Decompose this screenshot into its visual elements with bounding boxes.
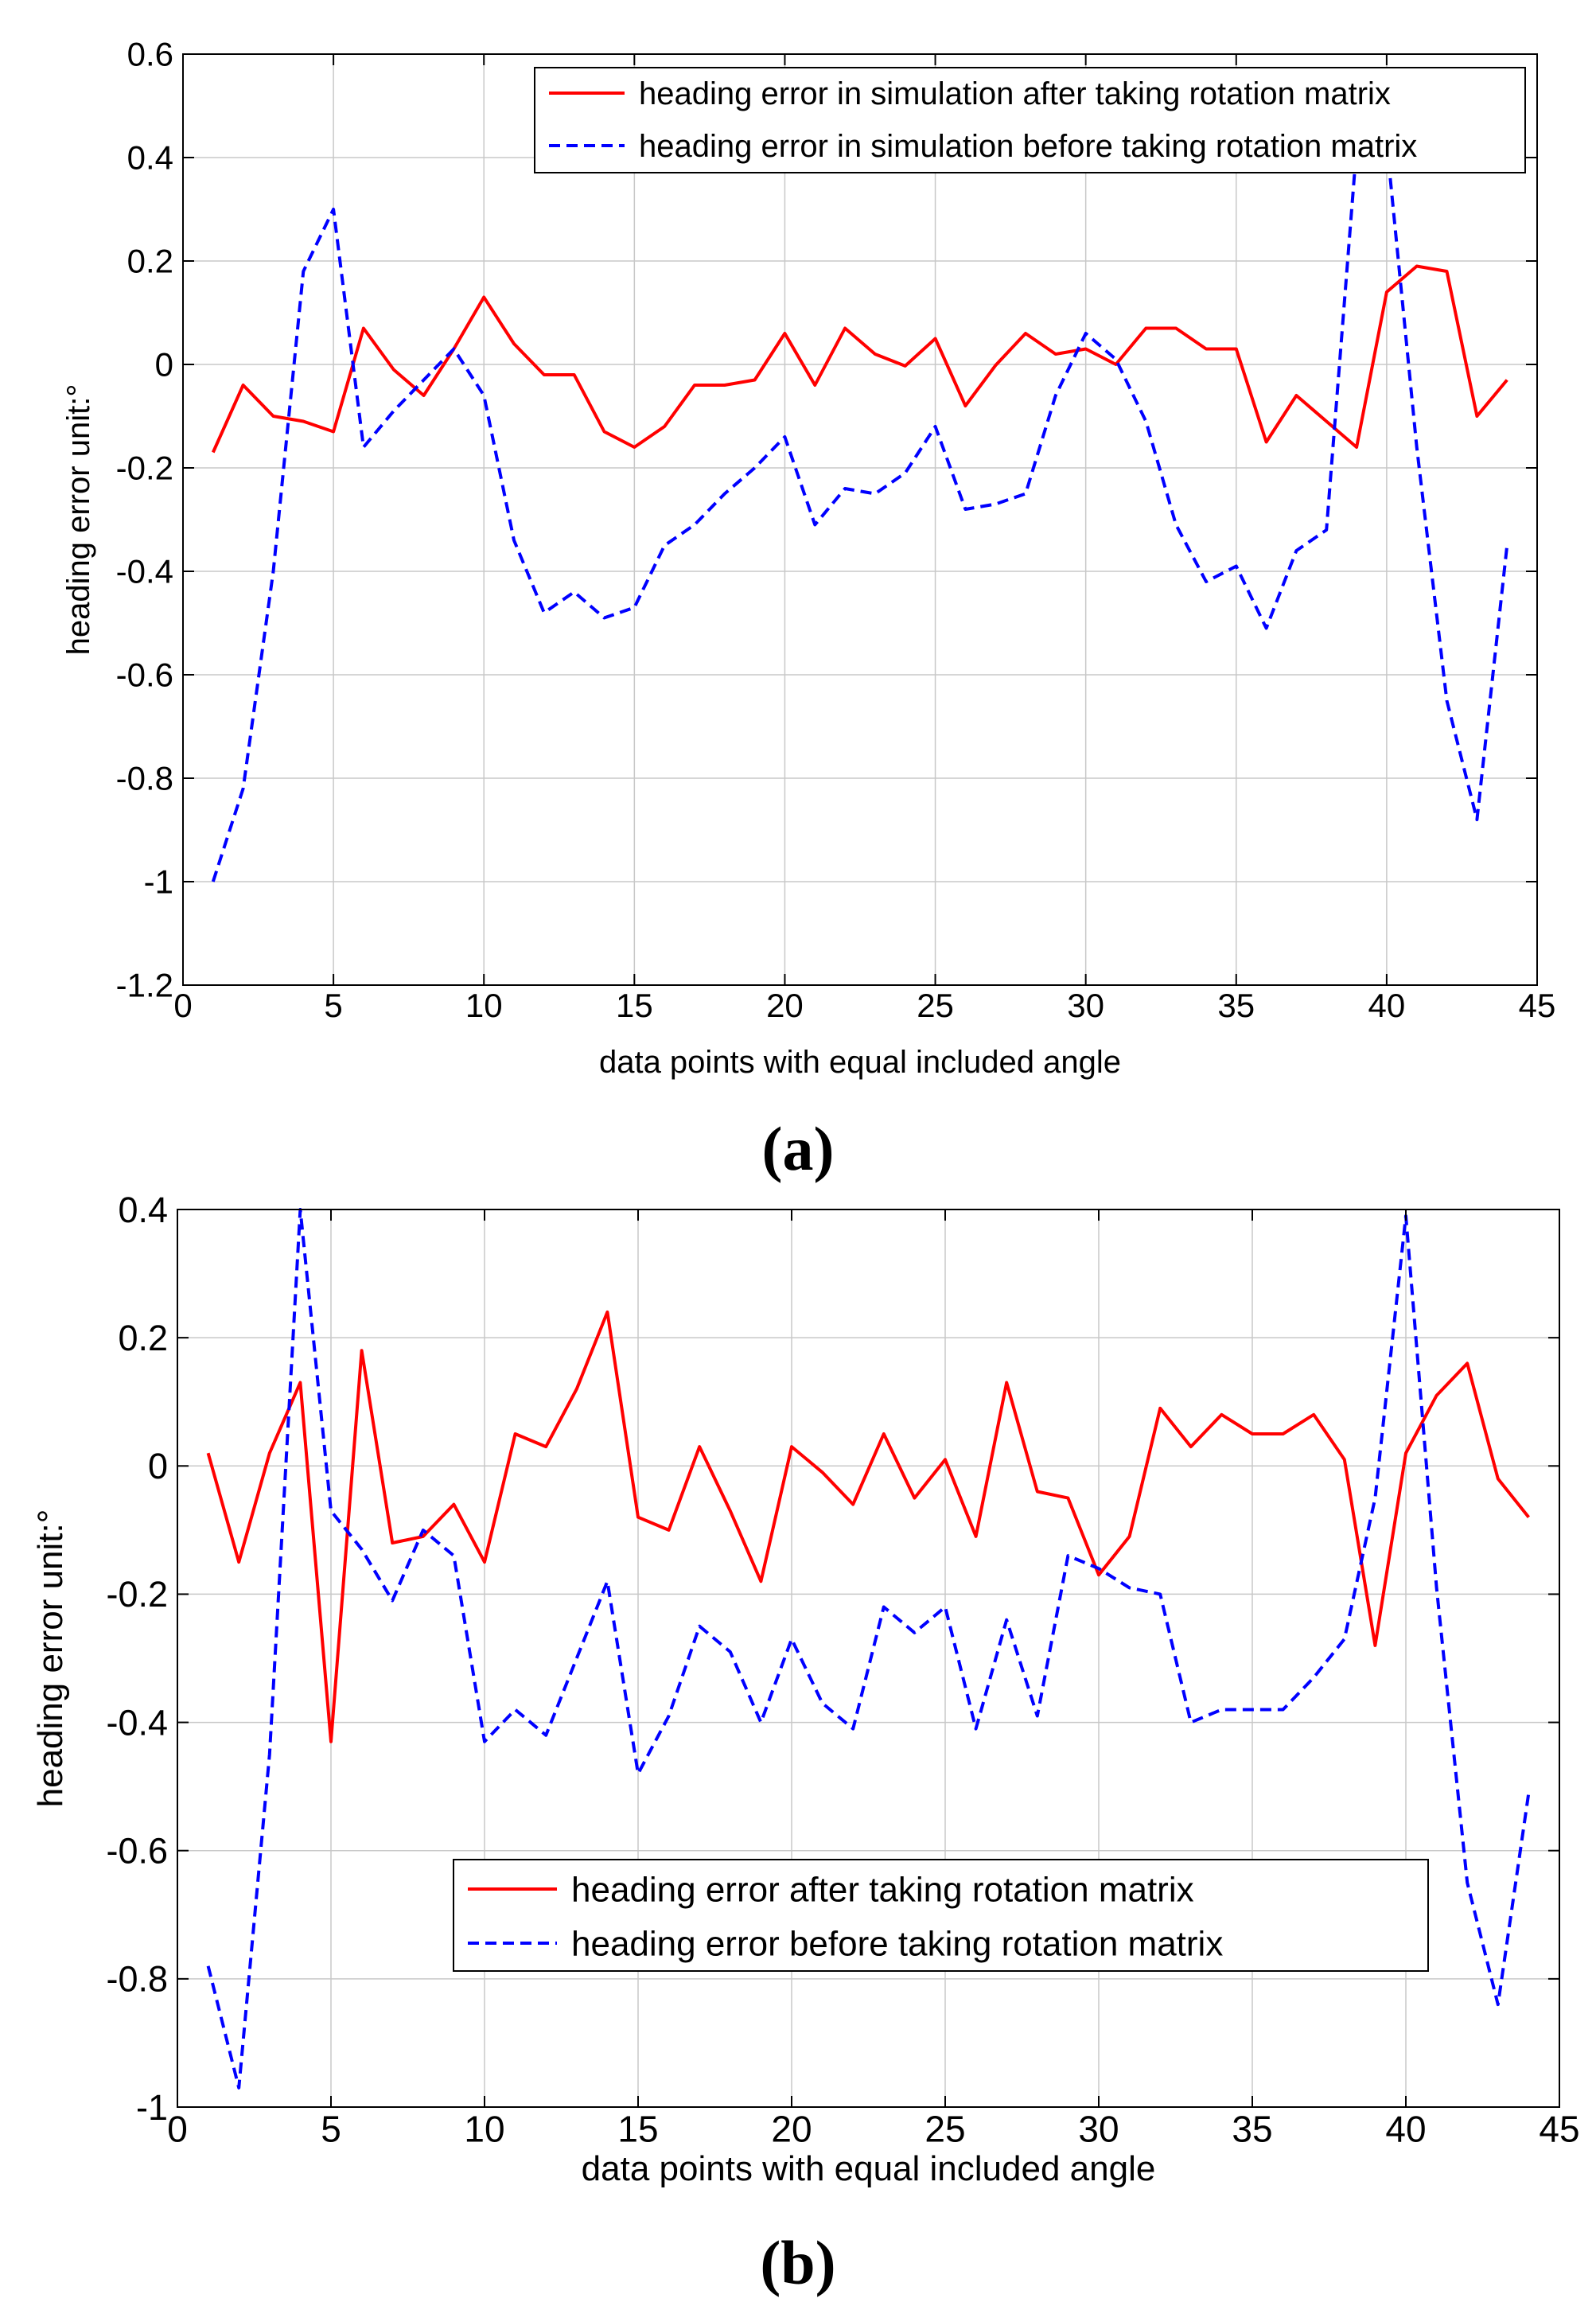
x-tick-label: 40	[1368, 987, 1406, 1024]
plot-frame-a	[182, 53, 1538, 986]
y-tick-label: -0.6	[116, 656, 173, 694]
legend-label-before-b: heading error before taking rotation mat…	[571, 1924, 1223, 1963]
legend-label-before-a: heading error in simulation before takin…	[639, 129, 1417, 164]
y-axis-label-a: heading error unit:°	[61, 384, 96, 656]
x-tick-label: 25	[917, 987, 954, 1024]
x-tick-label: 10	[464, 2109, 504, 2150]
x-tick-label: 5	[321, 2109, 341, 2150]
x-tick-label: 5	[324, 987, 342, 1024]
series-lines-b	[206, 1208, 1531, 2090]
tick-marks-b	[177, 1209, 1560, 2108]
x-tick-label: 20	[766, 987, 804, 1024]
series-line-before	[206, 1208, 1531, 2090]
plot-area-b	[177, 1209, 1559, 2107]
tick-labels-a: 0 5 10 15 20 25 30 35 40 45 -1.2 -1 -0.8 -0.6 -0.4 -0.2…	[116, 36, 1556, 1024]
y-tick-label: 0	[148, 1446, 168, 1486]
y-tick-label: 0	[155, 346, 173, 384]
x-tick-label: 30	[1067, 987, 1104, 1024]
y-tick-label: 0.2	[127, 243, 173, 280]
x-axis-label-b: data points with equal included angle	[582, 2149, 1156, 2188]
y-tick-label: -1	[144, 863, 173, 901]
x-tick-label: 35	[1232, 2109, 1272, 2150]
legend-box-a	[534, 67, 1526, 173]
legend-b: heading error after taking rotation matr…	[453, 1859, 1429, 1972]
y-tick-label: -0.8	[116, 760, 173, 797]
x-tick-label: 0	[167, 2109, 188, 2150]
tick-labels-b: 0 5 10 15 20 25 30 35 40 45 -1 -0.8 -0.6 -0.4 -0.2 0 0.2…	[106, 1190, 1579, 2150]
series-line-before	[211, 140, 1509, 882]
grid-a	[183, 54, 1537, 985]
y-tick-label: 0.2	[118, 1318, 168, 1358]
y-tick-label: 0.4	[118, 1190, 168, 1230]
x-axis-label-a: data points with equal included angle	[599, 1045, 1121, 1080]
y-tick-label: -0.6	[106, 1830, 168, 1871]
x-tick-label: 35	[1217, 987, 1255, 1024]
y-tick-label: -1.2	[116, 967, 173, 1004]
tick-marks-a	[182, 53, 1538, 986]
x-tick-label: 15	[617, 2109, 658, 2150]
y-tick-label: -0.4	[116, 553, 173, 590]
y-tick-label: -0.2	[106, 1574, 168, 1615]
chart-panel-b: 0 5 10 15 20 25 30 35 40 45 -1 -0.8 -0.6 -0.4 -0.2 0 0.2…	[31, 1190, 1580, 2297]
panel-label-b: (b)	[760, 2228, 835, 2297]
x-tick-label: 0	[173, 987, 192, 1024]
series-line-after	[211, 264, 1508, 454]
legend-label-after-b: heading error after taking rotation matr…	[571, 1870, 1194, 1909]
y-tick-label: -0.8	[106, 1959, 168, 2000]
y-tick-label: -0.2	[116, 450, 173, 487]
y-tick-label: -1	[136, 2087, 168, 2128]
plot-area-a	[183, 54, 1537, 985]
y-tick-label: 0.4	[127, 139, 173, 177]
legend-box-b	[453, 1859, 1429, 1972]
x-tick-label: 30	[1078, 2109, 1119, 2150]
series-line-after	[206, 1310, 1530, 1743]
series-lines-a	[211, 140, 1509, 882]
y-tick-label: -0.4	[106, 1702, 168, 1743]
plot-frame-b	[177, 1209, 1560, 2108]
legend-a: heading error in simulation after taking…	[534, 67, 1526, 173]
chart-panel-a: 0 5 10 15 20 25 30 35 40 45 -1.2 -1 -0.8 -0.6 -0.4 -0.2…	[61, 36, 1555, 1183]
x-tick-label: 25	[925, 2109, 965, 2150]
panel-label-a: (a)	[762, 1114, 835, 1183]
x-tick-label: 40	[1385, 2109, 1426, 2150]
y-tick-label: 0.6	[127, 36, 173, 73]
x-tick-label: 10	[465, 987, 503, 1024]
y-axis-label-b: heading error unit:°	[31, 1509, 70, 1808]
x-tick-label: 15	[616, 987, 653, 1024]
x-tick-label: 45	[1539, 2109, 1579, 2150]
x-tick-label: 45	[1519, 987, 1556, 1024]
x-tick-label: 20	[771, 2109, 812, 2150]
legend-label-after-a: heading error in simulation after taking…	[639, 76, 1391, 111]
